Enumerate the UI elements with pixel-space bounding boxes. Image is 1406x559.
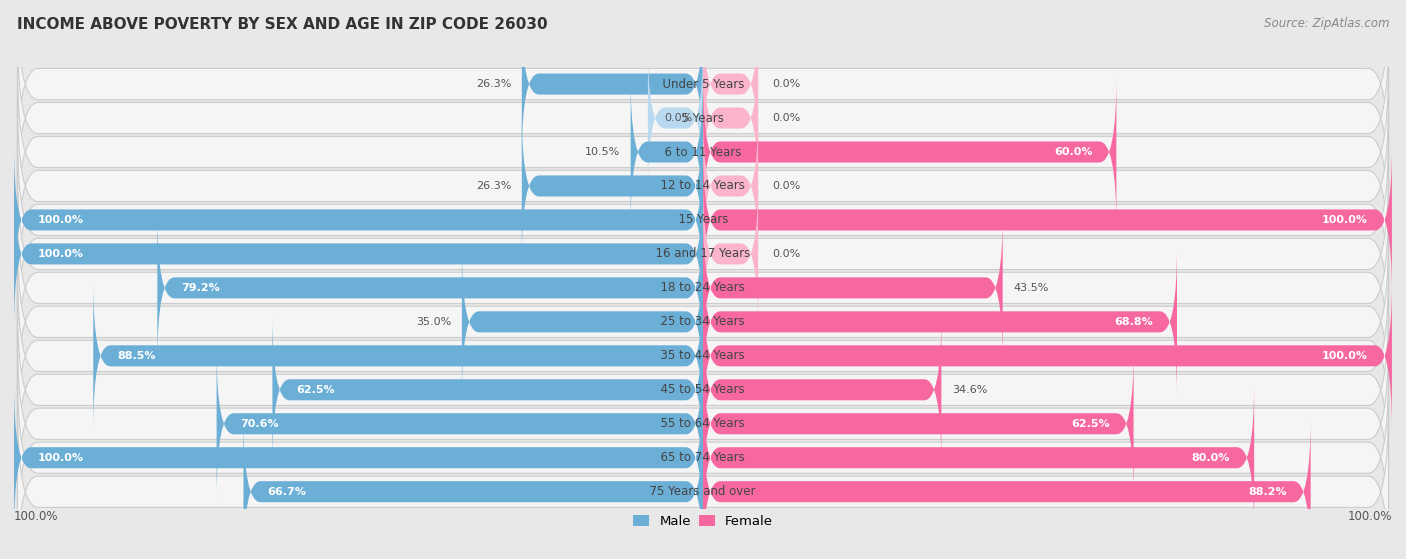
Text: 79.2%: 79.2% xyxy=(181,283,221,293)
Text: 16 and 17 Years: 16 and 17 Years xyxy=(648,248,758,260)
Text: 26.3%: 26.3% xyxy=(477,181,512,191)
FancyBboxPatch shape xyxy=(522,10,703,158)
FancyBboxPatch shape xyxy=(703,214,1002,362)
Text: 88.5%: 88.5% xyxy=(117,351,156,361)
FancyBboxPatch shape xyxy=(17,304,1389,476)
FancyBboxPatch shape xyxy=(14,179,703,328)
FancyBboxPatch shape xyxy=(703,145,1392,295)
Text: 35.0%: 35.0% xyxy=(416,317,451,327)
Text: 68.8%: 68.8% xyxy=(1114,317,1153,327)
Text: 15 Years: 15 Years xyxy=(671,214,735,226)
FancyBboxPatch shape xyxy=(273,315,703,464)
FancyBboxPatch shape xyxy=(703,349,1133,498)
FancyBboxPatch shape xyxy=(17,100,1389,272)
Text: 26.3%: 26.3% xyxy=(477,79,512,89)
Text: 6 to 11 Years: 6 to 11 Years xyxy=(657,145,749,159)
FancyBboxPatch shape xyxy=(14,383,703,532)
FancyBboxPatch shape xyxy=(17,32,1389,205)
Text: 0.0%: 0.0% xyxy=(772,113,800,123)
Text: 35 to 44 Years: 35 to 44 Years xyxy=(654,349,752,362)
FancyBboxPatch shape xyxy=(17,235,1389,408)
FancyBboxPatch shape xyxy=(17,371,1389,544)
Text: 43.5%: 43.5% xyxy=(1012,283,1049,293)
FancyBboxPatch shape xyxy=(17,0,1389,170)
FancyBboxPatch shape xyxy=(631,78,703,226)
Text: 60.0%: 60.0% xyxy=(1053,147,1092,157)
FancyBboxPatch shape xyxy=(648,44,703,192)
Text: 0.0%: 0.0% xyxy=(772,181,800,191)
Text: 0.0%: 0.0% xyxy=(665,113,693,123)
Text: 0.0%: 0.0% xyxy=(772,249,800,259)
Text: 55 to 64 Years: 55 to 64 Years xyxy=(654,417,752,430)
Text: 10.5%: 10.5% xyxy=(585,147,620,157)
Text: 75 Years and over: 75 Years and over xyxy=(643,485,763,498)
Text: 100.0%: 100.0% xyxy=(1347,510,1392,523)
Text: 88.2%: 88.2% xyxy=(1249,487,1286,497)
Text: 34.6%: 34.6% xyxy=(952,385,987,395)
FancyBboxPatch shape xyxy=(17,202,1389,374)
FancyBboxPatch shape xyxy=(703,248,1177,396)
FancyBboxPatch shape xyxy=(703,179,758,328)
FancyBboxPatch shape xyxy=(17,66,1389,238)
Text: INCOME ABOVE POVERTY BY SEX AND AGE IN ZIP CODE 26030: INCOME ABOVE POVERTY BY SEX AND AGE IN Z… xyxy=(17,17,547,32)
FancyBboxPatch shape xyxy=(703,315,942,464)
Text: 12 to 14 Years: 12 to 14 Years xyxy=(654,179,752,192)
Text: Source: ZipAtlas.com: Source: ZipAtlas.com xyxy=(1264,17,1389,30)
FancyBboxPatch shape xyxy=(14,145,703,295)
Text: 66.7%: 66.7% xyxy=(267,487,307,497)
Text: 5 Years: 5 Years xyxy=(675,112,731,125)
Legend: Male, Female: Male, Female xyxy=(627,509,779,533)
FancyBboxPatch shape xyxy=(17,134,1389,306)
Text: 100.0%: 100.0% xyxy=(1322,351,1368,361)
FancyBboxPatch shape xyxy=(703,418,1310,559)
Text: 100.0%: 100.0% xyxy=(1322,215,1368,225)
Text: 100.0%: 100.0% xyxy=(14,510,59,523)
Text: 80.0%: 80.0% xyxy=(1192,453,1230,463)
Text: 18 to 24 Years: 18 to 24 Years xyxy=(654,281,752,295)
FancyBboxPatch shape xyxy=(17,405,1389,559)
FancyBboxPatch shape xyxy=(217,349,703,498)
FancyBboxPatch shape xyxy=(703,78,1116,226)
FancyBboxPatch shape xyxy=(522,112,703,260)
FancyBboxPatch shape xyxy=(703,10,758,158)
FancyBboxPatch shape xyxy=(157,214,703,362)
Text: 65 to 74 Years: 65 to 74 Years xyxy=(654,451,752,464)
FancyBboxPatch shape xyxy=(17,338,1389,510)
FancyBboxPatch shape xyxy=(17,269,1389,442)
FancyBboxPatch shape xyxy=(703,383,1254,532)
FancyBboxPatch shape xyxy=(93,281,703,430)
FancyBboxPatch shape xyxy=(17,168,1389,340)
Text: 100.0%: 100.0% xyxy=(38,453,84,463)
Text: 100.0%: 100.0% xyxy=(38,249,84,259)
Text: 62.5%: 62.5% xyxy=(297,385,335,395)
FancyBboxPatch shape xyxy=(243,418,703,559)
FancyBboxPatch shape xyxy=(703,281,1392,430)
Text: 70.6%: 70.6% xyxy=(240,419,280,429)
Text: Under 5 Years: Under 5 Years xyxy=(655,78,751,91)
FancyBboxPatch shape xyxy=(703,112,758,260)
Text: 25 to 34 Years: 25 to 34 Years xyxy=(654,315,752,328)
Text: 45 to 54 Years: 45 to 54 Years xyxy=(654,383,752,396)
Text: 100.0%: 100.0% xyxy=(38,215,84,225)
Text: 0.0%: 0.0% xyxy=(772,79,800,89)
FancyBboxPatch shape xyxy=(703,44,758,192)
FancyBboxPatch shape xyxy=(461,248,703,396)
Text: 62.5%: 62.5% xyxy=(1071,419,1109,429)
